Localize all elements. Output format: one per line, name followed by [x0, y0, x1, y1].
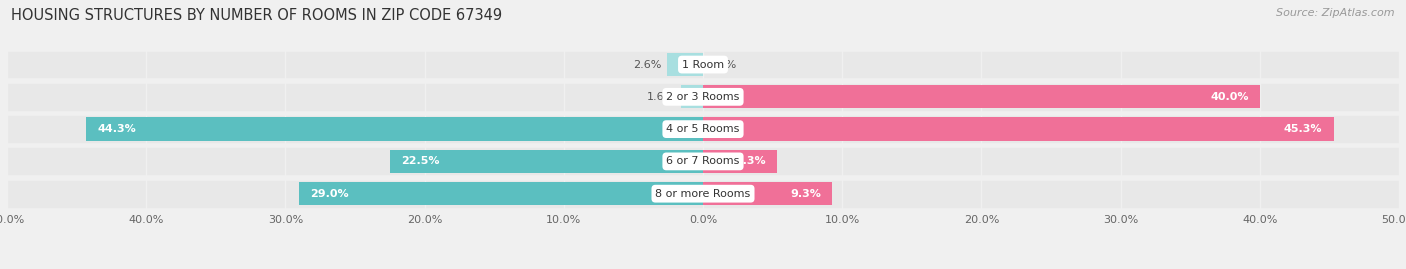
Bar	[703, 85, 1260, 108]
Text: HOUSING STRUCTURES BY NUMBER OF ROOMS IN ZIP CODE 67349: HOUSING STRUCTURES BY NUMBER OF ROOMS IN…	[11, 8, 502, 23]
Bar	[703, 118, 1333, 141]
Bar	[86, 118, 703, 141]
Text: 0.0%: 0.0%	[709, 59, 737, 70]
Bar	[7, 116, 1399, 142]
Text: 5.3%: 5.3%	[735, 156, 766, 167]
Bar	[666, 53, 703, 76]
Text: 1.6%: 1.6%	[647, 92, 675, 102]
Text: 2 or 3 Rooms: 2 or 3 Rooms	[666, 92, 740, 102]
Text: 4 or 5 Rooms: 4 or 5 Rooms	[666, 124, 740, 134]
Text: 6 or 7 Rooms: 6 or 7 Rooms	[666, 156, 740, 167]
Bar	[7, 84, 1399, 110]
Text: 44.3%: 44.3%	[97, 124, 136, 134]
Text: 9.3%: 9.3%	[790, 189, 821, 199]
Bar	[389, 150, 703, 173]
Text: 45.3%: 45.3%	[1284, 124, 1323, 134]
Bar	[7, 52, 1399, 77]
Bar	[7, 181, 1399, 207]
Text: 40.0%: 40.0%	[1211, 92, 1249, 102]
Text: 1 Room: 1 Room	[682, 59, 724, 70]
Bar	[703, 150, 776, 173]
Bar	[299, 182, 703, 205]
Bar	[703, 182, 832, 205]
Text: Source: ZipAtlas.com: Source: ZipAtlas.com	[1277, 8, 1395, 18]
Bar	[681, 85, 703, 108]
Text: 22.5%: 22.5%	[401, 156, 440, 167]
Text: 8 or more Rooms: 8 or more Rooms	[655, 189, 751, 199]
Bar	[7, 148, 1399, 174]
Text: 29.0%: 29.0%	[311, 189, 349, 199]
Text: 2.6%: 2.6%	[633, 59, 661, 70]
